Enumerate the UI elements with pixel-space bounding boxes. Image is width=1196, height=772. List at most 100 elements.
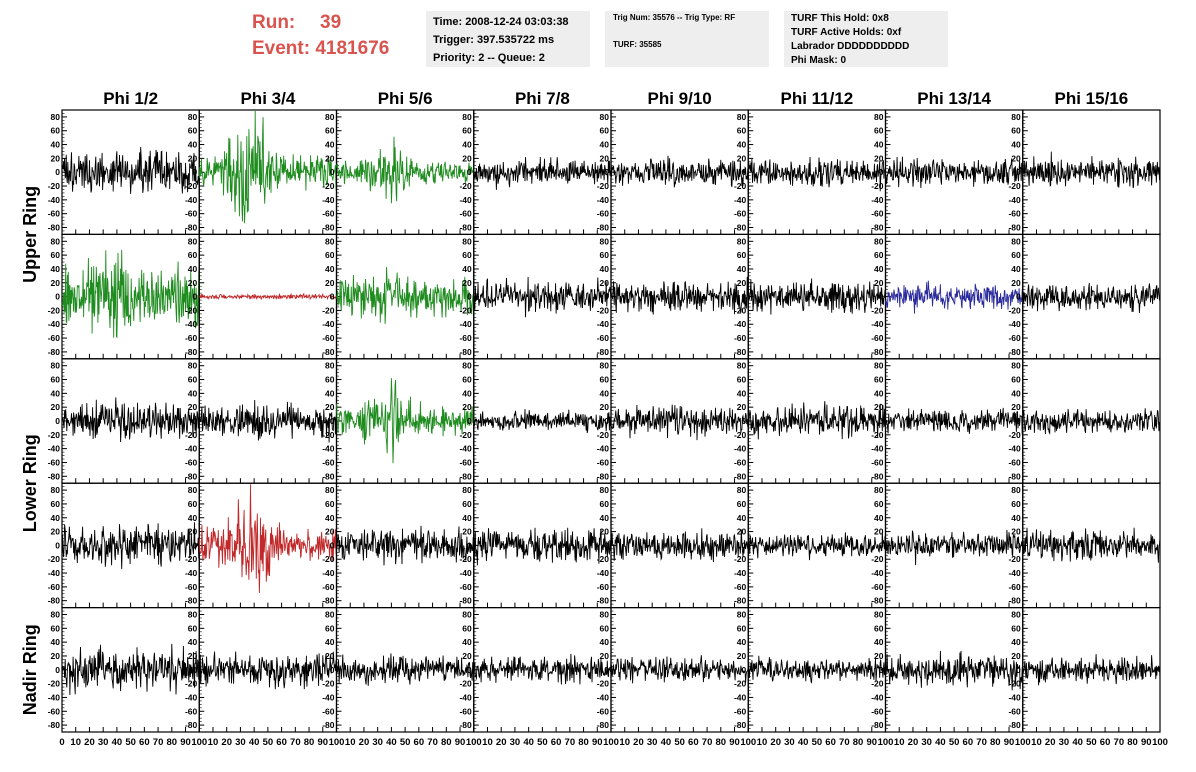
y-tick-label: -60 — [597, 706, 610, 716]
y-tick-label: -80 — [734, 720, 747, 730]
column-title: Phi 15/16 — [1055, 89, 1129, 108]
y-tick-label: 80 — [51, 236, 61, 246]
y-tick-label: 60 — [1011, 499, 1021, 509]
y-tick-label: -80 — [1008, 347, 1021, 357]
waveform-trace — [61, 522, 200, 570]
y-tick-label: -20 — [48, 305, 61, 315]
waveform-trace — [61, 249, 200, 339]
y-tick-label: 60 — [874, 126, 884, 136]
y-tick-label: -80 — [871, 596, 884, 606]
y-tick-label: -20 — [459, 679, 472, 689]
waveform-trace — [473, 156, 612, 190]
waveform-trace — [473, 409, 612, 434]
y-tick-label: 0 — [193, 540, 198, 550]
x-tick-label: 10 — [70, 737, 81, 748]
x-tick-label: 20 — [496, 737, 507, 748]
y-tick-label: -60 — [48, 706, 61, 716]
y-tick-label: 80 — [1011, 112, 1021, 122]
y-tick-label: 60 — [325, 623, 335, 633]
run-event-box: Run: 39 Event: 4181676 — [252, 10, 389, 62]
y-tick-label: -80 — [48, 471, 61, 481]
y-tick-label: -40 — [734, 195, 747, 205]
y-tick-label: -80 — [185, 720, 198, 730]
x-tick-label: 30 — [510, 737, 521, 748]
y-tick-label: -60 — [734, 333, 747, 343]
y-tick-label: 20 — [874, 527, 884, 537]
x-tick-label: 90 — [455, 737, 466, 748]
y-tick-label: 0 — [193, 292, 198, 302]
turf-text: TURF: 35585 — [613, 40, 662, 49]
x-tick-label: 40 — [661, 737, 672, 748]
y-tick-label: -80 — [1008, 596, 1021, 606]
waveform-trace — [336, 136, 475, 204]
y-tick-label: 80 — [1011, 485, 1021, 495]
waveform-trace — [473, 653, 612, 685]
y-tick-label: -40 — [871, 568, 884, 578]
y-tick-label: 20 — [737, 278, 747, 288]
y-tick-label: 20 — [462, 527, 472, 537]
y-tick-label: -20 — [734, 430, 747, 440]
y-tick-label: 80 — [737, 236, 747, 246]
y-tick-label: 80 — [1011, 361, 1021, 371]
y-tick-label: 60 — [1011, 250, 1021, 260]
y-tick-label: 40 — [51, 388, 61, 398]
waveform-trace — [610, 404, 749, 441]
y-tick-label: -40 — [459, 444, 472, 454]
y-tick-label: -80 — [597, 222, 610, 232]
y-tick-label: 0 — [330, 292, 335, 302]
y-tick-label: -40 — [322, 692, 335, 702]
waveform-trace — [336, 525, 475, 566]
y-tick-label: 40 — [737, 388, 747, 398]
y-tick-label: 20 — [600, 527, 610, 537]
y-tick-label: 80 — [188, 361, 198, 371]
y-tick-label: 40 — [737, 637, 747, 647]
y-tick-label: -40 — [734, 319, 747, 329]
y-tick-label: 40 — [462, 264, 472, 274]
y-tick-label: -20 — [597, 554, 610, 564]
x-tick-label: 30 — [784, 737, 795, 748]
y-tick-label: -20 — [322, 305, 335, 315]
x-tick-label: 50 — [949, 737, 960, 748]
y-tick-label: -20 — [459, 554, 472, 564]
column-title: Phi 13/14 — [917, 89, 991, 108]
y-tick-label: -60 — [1008, 582, 1021, 592]
y-tick-label: 0 — [193, 167, 198, 177]
y-tick-label: -40 — [48, 568, 61, 578]
y-tick-label: -80 — [597, 471, 610, 481]
waveform-trace — [885, 280, 1024, 314]
x-tick-label: 100 — [740, 737, 756, 748]
x-tick-label: 100 — [191, 737, 207, 748]
y-tick-label: 0 — [193, 665, 198, 675]
y-tick-label: 80 — [874, 361, 884, 371]
y-tick-label: -80 — [185, 347, 198, 357]
y-tick-label: 80 — [462, 610, 472, 620]
y-tick-label: -40 — [734, 444, 747, 454]
x-tick-label: 90 — [1004, 737, 1015, 748]
y-tick-label: 20 — [874, 651, 884, 661]
time-info-box: Time: 2008-12-24 03:03:38 Trigger: 397.5… — [426, 11, 590, 67]
y-tick-label: -60 — [322, 582, 335, 592]
y-tick-label: 20 — [325, 402, 335, 412]
x-tick-label: 90 — [317, 737, 328, 748]
x-tick-label: 80 — [304, 737, 315, 748]
y-tick-label: -20 — [459, 181, 472, 191]
waveform-trace — [473, 527, 612, 566]
y-tick-label: 60 — [874, 623, 884, 633]
x-tick-label: 70 — [427, 737, 438, 748]
y-tick-label: -80 — [871, 347, 884, 357]
y-tick-label: 80 — [51, 112, 61, 122]
x-tick-label: 20 — [84, 737, 95, 748]
y-tick-label: -80 — [185, 596, 198, 606]
y-tick-label: -40 — [48, 444, 61, 454]
y-tick-label: -80 — [322, 471, 335, 481]
y-tick-label: 20 — [737, 651, 747, 661]
y-tick-label: 0 — [604, 540, 609, 550]
y-tick-label: -60 — [459, 457, 472, 467]
y-tick-label: -80 — [322, 596, 335, 606]
x-tick-label: 30 — [1059, 737, 1070, 748]
y-tick-label: 0 — [742, 416, 747, 426]
y-tick-label: -40 — [1008, 195, 1021, 205]
y-tick-label: -60 — [734, 209, 747, 219]
y-tick-label: 0 — [467, 416, 472, 426]
x-tick-label: 20 — [221, 737, 232, 748]
